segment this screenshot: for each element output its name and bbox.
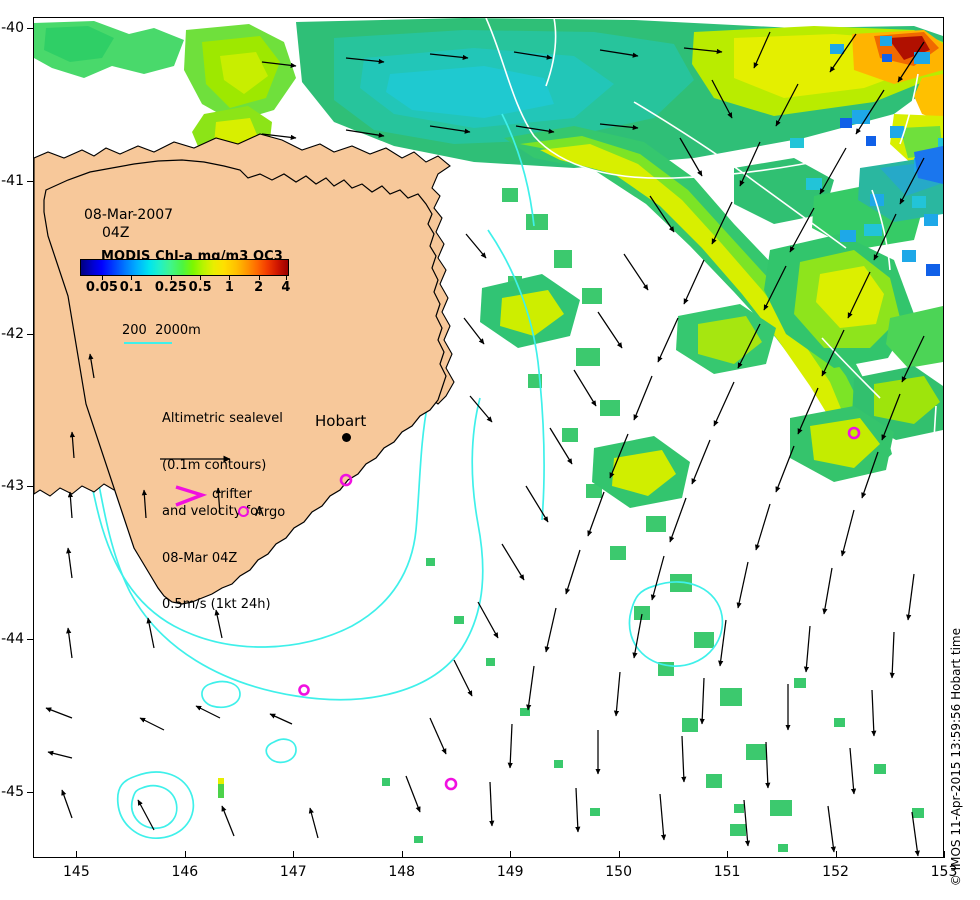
x-axis-tick-label: 146 — [171, 864, 199, 880]
colorbar-tick-label: 0.1 — [119, 280, 143, 295]
x-axis-tick — [727, 851, 729, 858]
x-axis-tick-label: 152 — [822, 864, 849, 880]
map-plot-area[interactable]: 08-Mar-2007 04Z MODIS Chl-a mg/m3 OC3 0.… — [33, 17, 944, 858]
x-axis-tick — [184, 851, 186, 858]
colorbar-tick-label: 2 — [254, 280, 264, 295]
drifter-legend-arrow — [175, 485, 208, 507]
legend-line-1: Altimetric sealevel — [162, 411, 283, 426]
y-axis-tick — [27, 27, 34, 29]
legend-line-4: 08-Mar 04Z — [162, 550, 238, 566]
colorbar-tick — [285, 276, 287, 280]
x-axis-tick — [401, 851, 403, 858]
hobart-city-label: Hobart — [315, 412, 367, 430]
velocity-scale-arrow — [160, 455, 231, 463]
x-axis-tick-label: 150 — [605, 864, 633, 880]
velocity-vectors — [45, 31, 925, 857]
y-axis-tick — [27, 180, 34, 182]
argo-legend-ring — [238, 506, 249, 517]
legend-line-3: and velocity for — [162, 504, 264, 519]
colorbar-tick — [101, 276, 103, 280]
y-axis-tick — [27, 486, 34, 488]
colorbar-tick — [229, 276, 231, 280]
x-axis-tick-label: 147 — [279, 864, 307, 880]
x-axis-tick — [618, 851, 620, 858]
y-axis-tick-label: -45 — [1, 784, 24, 801]
colorbar-tick-label: 0.25 — [154, 280, 187, 295]
x-axis-tick — [76, 851, 78, 858]
x-axis-tick-label: 149 — [496, 864, 524, 880]
datestamp-line1: 08-Mar-2007 — [84, 207, 174, 223]
x-axis-tick-label: 153 — [930, 864, 958, 880]
x-axis-tick — [944, 851, 945, 858]
colorbar-tick-label: 4 — [281, 280, 291, 295]
legend-line-2: (0.1m contours) — [162, 457, 267, 473]
x-axis-tick — [293, 851, 295, 858]
y-axis-tick — [27, 333, 34, 335]
x-axis-tick — [510, 851, 512, 858]
colorbar-tick-label: 0.05 — [85, 280, 118, 295]
colorbar-gradient — [80, 259, 289, 276]
y-axis-tick-label: -43 — [1, 478, 24, 495]
x-axis-tick — [835, 851, 837, 858]
hobart-city-dot — [342, 433, 351, 442]
y-axis-tick — [27, 639, 34, 641]
argo-legend-label: Argo — [255, 505, 286, 520]
x-axis-tick-label: 145 — [63, 864, 90, 880]
argo-float-markers[interactable] — [298, 426, 861, 791]
legend-line-5: 0.5m/s (1kt 24h) — [162, 597, 271, 612]
map-canvas — [34, 18, 943, 857]
sealevel-legend-text: Altimetric sealevel (0.1m contours) and … — [162, 380, 283, 644]
y-axis-tick-label: -41 — [1, 172, 24, 189]
x-axis-tick-label: 148 — [388, 864, 416, 880]
colorbar-tick-label: 0.5 — [188, 280, 212, 295]
x-axis-tick-label: 151 — [713, 864, 741, 880]
scalebar-line-200 — [124, 342, 172, 344]
datestamp-line2: 04Z — [102, 225, 130, 241]
colorbar-tick-label: 1 — [224, 280, 234, 295]
colorbar-tick — [170, 276, 172, 280]
y-axis-tick — [27, 792, 34, 794]
credit-text: © IMOS 11-Apr-2015 13:59:56 Hobart time — [949, 628, 963, 887]
colorbar-tick — [200, 276, 202, 280]
scalebar-label: 200 2000m — [122, 323, 201, 338]
colorbar-tick — [258, 276, 260, 280]
y-axis-tick-label: -44 — [1, 631, 24, 648]
colorbar-tick — [131, 276, 133, 280]
y-axis-tick-label: -40 — [1, 19, 24, 36]
sealevel-contours — [485, 18, 937, 497]
drifter-legend-label: drifter — [212, 487, 252, 502]
y-axis-tick-label: -42 — [1, 325, 24, 342]
